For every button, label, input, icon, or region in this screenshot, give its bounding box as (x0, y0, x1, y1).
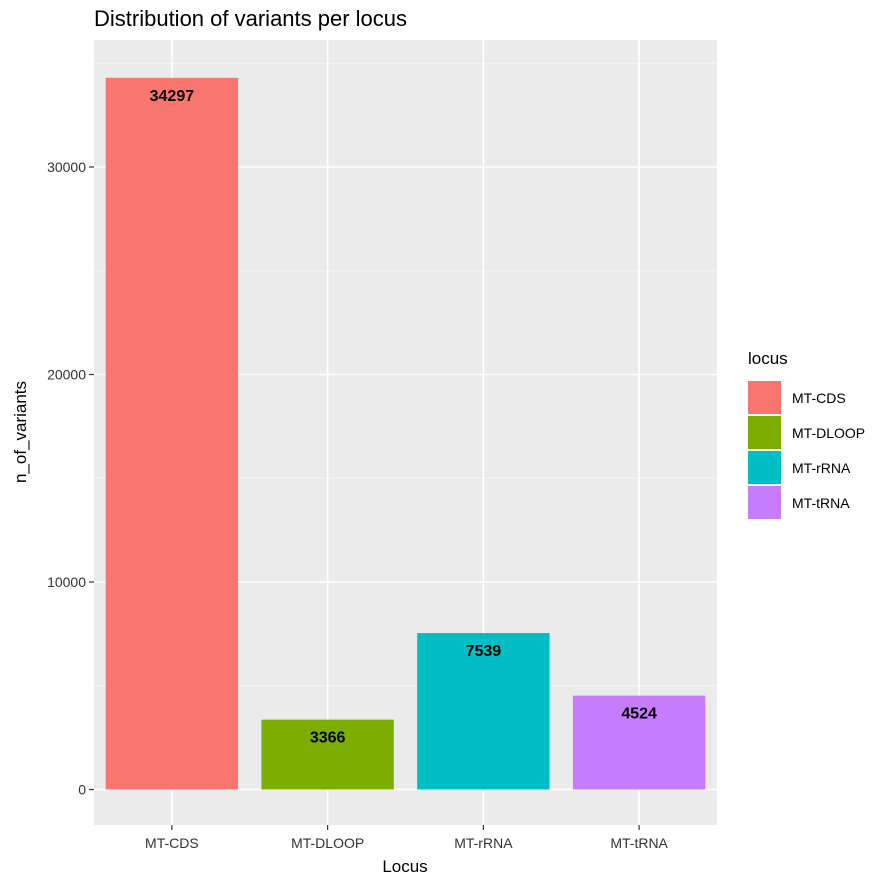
bar (572, 695, 706, 790)
legend-swatch (748, 381, 781, 414)
legend-label: MT-rRNA (792, 460, 851, 476)
x-axis-title: Locus (382, 857, 427, 876)
bar (417, 633, 550, 790)
bar-data-label: 4524 (621, 706, 657, 723)
y-tick-label: 30000 (47, 159, 86, 175)
legend-swatch (748, 486, 781, 519)
data-labels: 34297 3366 7539 4524 (150, 88, 657, 747)
legend-label: MT-DLOOP (792, 425, 865, 441)
x-tick-label: MT-rRNA (454, 835, 513, 851)
y-tick-label: 0 (78, 782, 86, 798)
legend-title: locus (748, 349, 788, 368)
y-axis-ticks: 0 10000 20000 30000 (47, 159, 94, 798)
bar (105, 77, 239, 790)
y-axis-title: n_of_variants (11, 381, 30, 483)
x-tick-label: MT-tRNA (610, 835, 668, 851)
legend-label: MT-tRNA (792, 495, 850, 511)
chart-title: Distribution of variants per locus (94, 6, 407, 31)
bar (261, 719, 394, 790)
x-tick-label: MT-DLOOP (291, 835, 364, 851)
bar-data-label: 7539 (466, 643, 502, 660)
y-tick-label: 10000 (47, 574, 86, 590)
legend-label: MT-CDS (792, 390, 846, 406)
bars (105, 77, 706, 790)
x-tick-label: MT-CDS (145, 835, 199, 851)
bar-data-label: 34297 (150, 88, 195, 105)
legend: locus MT-CDS MT-DLOOP MT-rRNA MT-tRNA (748, 349, 865, 519)
legend-swatch (748, 416, 781, 449)
legend-swatch (748, 451, 781, 484)
x-axis-ticks: MT-CDS MT-DLOOP MT-rRNA MT-tRNA (145, 825, 669, 851)
bar-data-label: 3366 (310, 730, 346, 747)
y-tick-label: 20000 (47, 367, 86, 383)
